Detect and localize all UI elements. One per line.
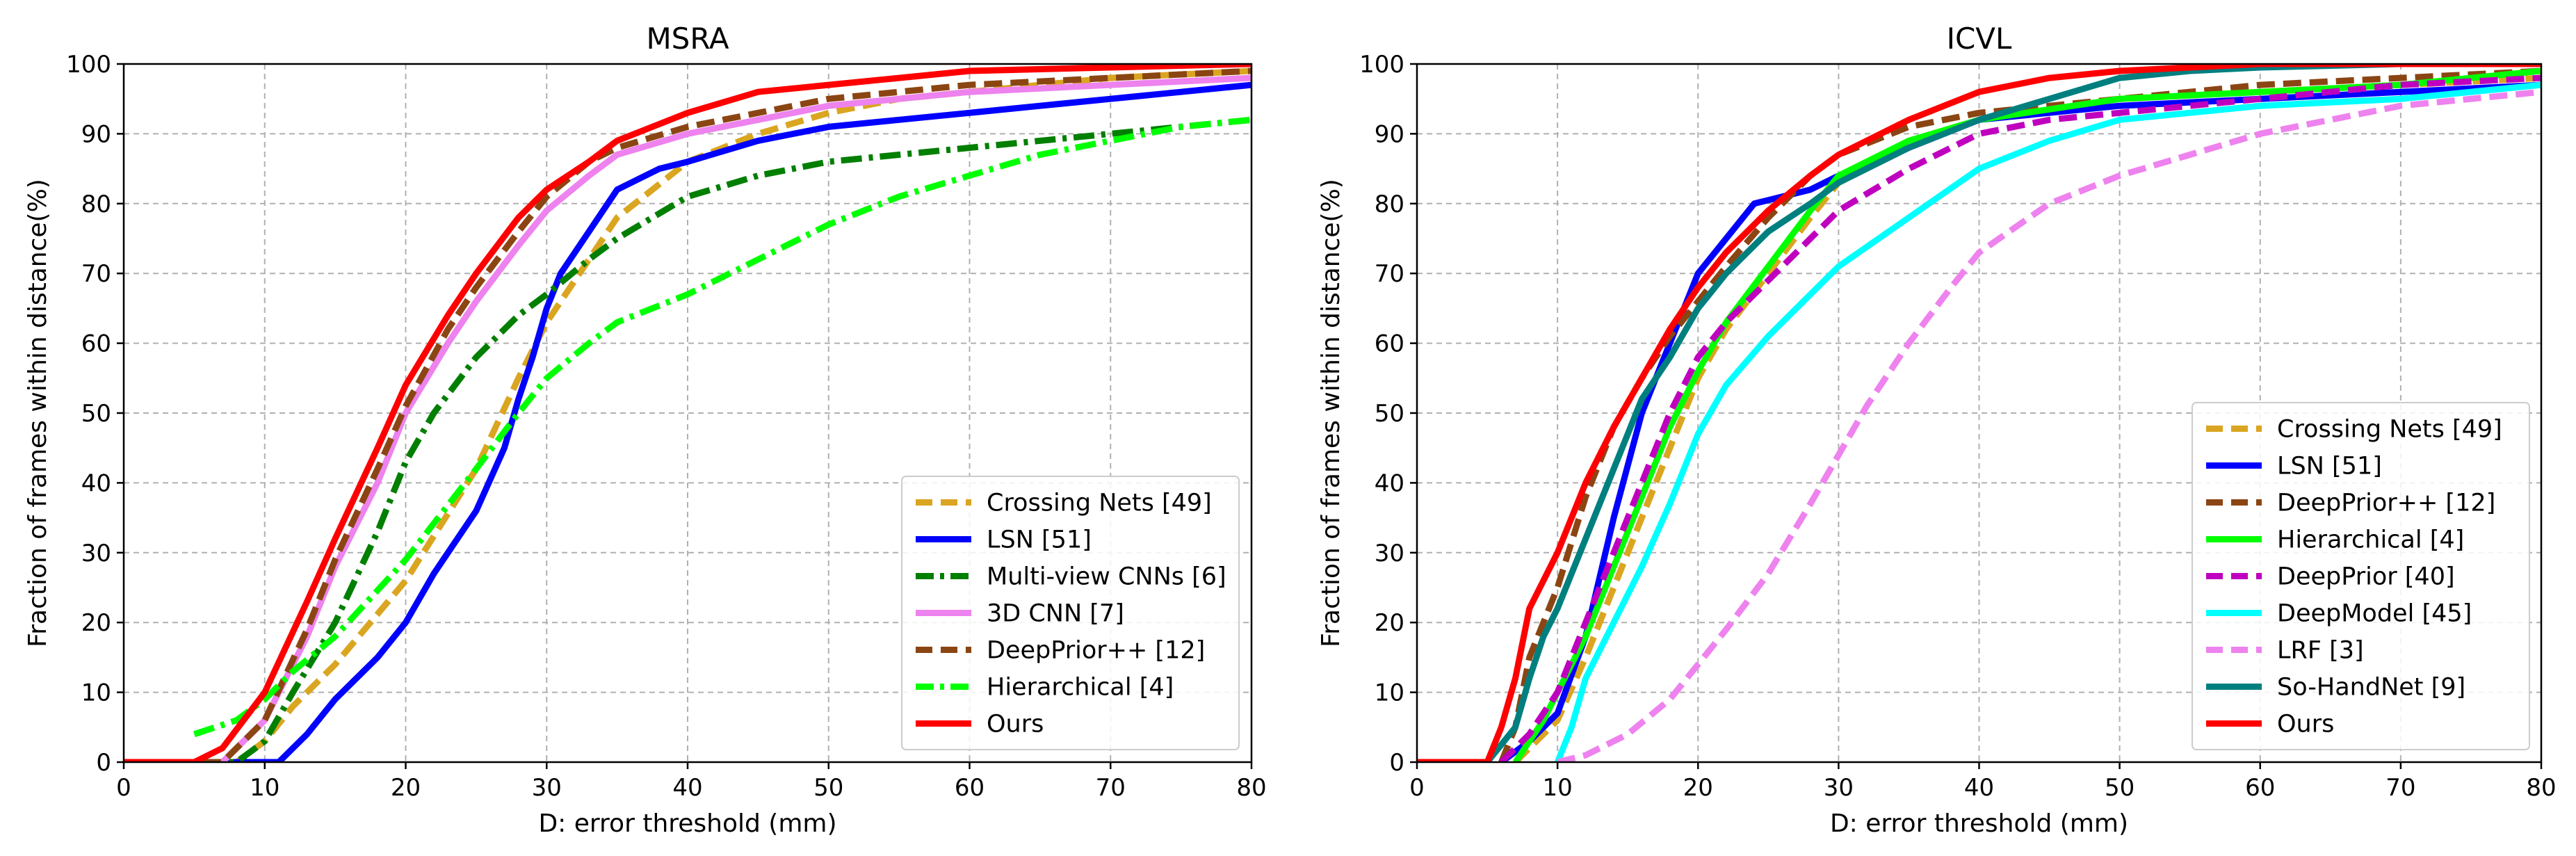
y-tick-label: 60 [1375, 330, 1404, 358]
y-tick-label: 70 [81, 260, 111, 288]
legend-label: Multi-view CNNs [6] [987, 563, 1226, 591]
series-line-5 [193, 116, 1251, 738]
x-axis-label: D: error threshold (mm) [538, 809, 836, 838]
x-tick-label: 0 [116, 774, 131, 802]
x-tick-label: 80 [1236, 774, 1266, 802]
y-tick-label: 50 [81, 400, 111, 428]
y-tick-label: 90 [1375, 120, 1404, 148]
legend-label: 3D CNN [7] [987, 600, 1124, 628]
y-tick-label: 0 [1389, 749, 1404, 777]
series-line-5 [1554, 81, 2541, 762]
chart-title: MSRA [646, 22, 729, 56]
y-tick-label: 90 [81, 120, 111, 148]
legend-label: Hierarchical [4] [987, 674, 1174, 702]
legend-label: Crossing Nets [49] [987, 490, 1212, 517]
series-line-6 [1557, 88, 2541, 762]
legend-label: DeepPrior++ [12] [2277, 490, 2495, 517]
y-tick-label: 80 [81, 191, 111, 218]
x-tick-label: 20 [1683, 774, 1713, 802]
y-tick-label: 20 [81, 609, 111, 637]
y-tick-label: 40 [1375, 469, 1404, 497]
y-tick-label: 100 [1359, 51, 1404, 79]
y-tick-label: 30 [1375, 540, 1404, 567]
x-tick-label: 70 [2385, 774, 2415, 802]
series-group [1417, 64, 2541, 762]
series-line-7 [1484, 64, 2541, 762]
x-tick-label: 60 [2245, 774, 2275, 802]
y-axis-label: Fraction of frames within distance(%) [1317, 179, 1345, 647]
series-line-4 [1499, 74, 2541, 762]
y-axis-label: Fraction of frames within distance(%) [24, 179, 52, 647]
y-tick-label: 80 [1375, 191, 1404, 218]
x-tick-label: 10 [1542, 774, 1572, 802]
y-tick-label: 50 [1375, 400, 1404, 428]
y-tick-label: 70 [1375, 260, 1404, 288]
legend: Crossing Nets [49] LSN [51] Multi-view CNN… [901, 476, 1240, 750]
x-tick-label: 60 [955, 774, 985, 802]
legend-label: Hierarchical [4] [2277, 526, 2464, 554]
y-tick-label: 10 [81, 679, 111, 707]
legend-label: Ours [2277, 711, 2334, 738]
chart-icvl: 0 10 20 30 40 50 60 70 80 0 10 20 30 40 50 60 70 80 90 100 I… [1317, 22, 2557, 838]
legend-box [2192, 402, 2530, 750]
legend-label: Crossing Nets [49] [2277, 416, 2502, 444]
y-tick-label: 60 [81, 330, 111, 358]
legend-label: DeepModel [45] [2277, 600, 2472, 628]
x-tick-label: 20 [391, 774, 421, 802]
legend-box [901, 476, 1240, 750]
x-tick-label: 70 [1096, 774, 1126, 802]
legend-label: LRF [3] [2277, 637, 2364, 665]
chart-msra: 0 10 20 30 40 50 60 70 80 0 10 20 30 40 50 60 70 80 90 100 M… [24, 22, 1267, 838]
y-tick-label: 10 [1375, 679, 1404, 707]
legend-label: DeepPrior++ [12] [987, 637, 1205, 665]
legend-label: LSN [51] [987, 526, 1092, 554]
x-tick-label: 30 [1824, 774, 1854, 802]
y-tick-label: 20 [1375, 609, 1404, 637]
legend-label: DeepPrior [40] [2277, 563, 2455, 591]
series-line-2 [124, 116, 1251, 762]
series-line-0 [124, 67, 1251, 762]
x-tick-label: 10 [250, 774, 280, 802]
x-tick-label: 0 [1409, 774, 1425, 802]
legend-label: Ours [987, 711, 1044, 738]
x-tick-label: 40 [672, 774, 702, 802]
series-line-3 [1512, 67, 2541, 762]
x-tick-label: 30 [532, 774, 562, 802]
y-tick-label: 100 [66, 51, 111, 79]
x-tick-label: 80 [2526, 774, 2556, 802]
x-tick-label: 50 [813, 774, 843, 802]
x-tick-label: 50 [2105, 774, 2134, 802]
legend: Crossing Nets [49] LSN [51] DeepPrior++ [1… [2192, 402, 2530, 750]
y-tick-label: 0 [96, 749, 111, 777]
x-tick-label: 40 [1964, 774, 1994, 802]
series-line-6 [124, 64, 1251, 762]
legend-label: LSN [51] [2277, 453, 2382, 481]
series-line-8 [1417, 64, 2541, 762]
x-axis-label: D: error threshold (mm) [1830, 809, 2128, 838]
chart-title: ICVL [1947, 22, 2012, 56]
legend-label: So-HandNet [9] [2277, 674, 2465, 702]
y-tick-label: 30 [81, 540, 111, 567]
series-group [124, 64, 1251, 762]
series-line-4 [124, 67, 1251, 762]
y-tick-label: 40 [81, 469, 111, 497]
